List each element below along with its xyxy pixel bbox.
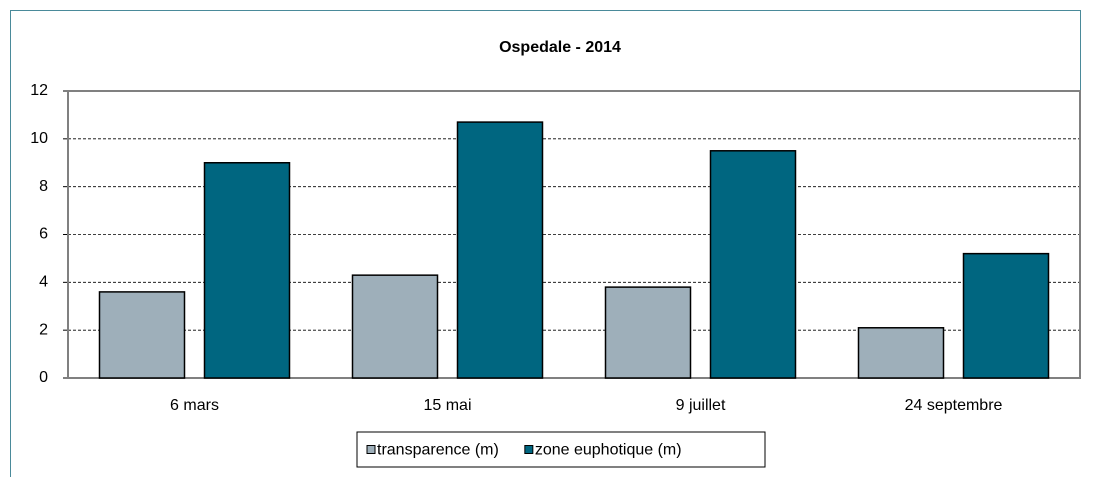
bar xyxy=(857,327,945,379)
x-tick-label: 6 mars xyxy=(170,397,219,414)
legend-label: transparence (m) xyxy=(377,442,499,459)
y-tick-label: 8 xyxy=(39,178,48,195)
chart-title: Ospedale - 2014 xyxy=(499,39,621,56)
bar xyxy=(456,121,544,379)
legend-swatch xyxy=(366,445,376,454)
legend-swatch xyxy=(524,445,534,454)
bar xyxy=(604,286,692,379)
legend-label: zone euphotique (m) xyxy=(535,442,682,459)
chart-frame xyxy=(10,10,1081,477)
y-tick-label: 12 xyxy=(30,82,48,99)
y-tick-label: 0 xyxy=(39,369,48,386)
y-tick-label: 6 xyxy=(39,226,48,243)
bar xyxy=(351,274,439,379)
bar xyxy=(709,150,797,379)
y-tick-label: 2 xyxy=(39,321,48,338)
y-tick-label: 10 xyxy=(30,130,48,147)
x-tick-label: 9 juillet xyxy=(676,397,726,414)
x-tick-label: 15 mai xyxy=(423,397,471,414)
x-tick-label: 24 septembre xyxy=(905,397,1003,414)
bar xyxy=(98,291,186,379)
bar xyxy=(962,252,1050,379)
y-tick-label: 4 xyxy=(39,274,48,291)
bar xyxy=(203,162,291,379)
legend-box xyxy=(356,431,766,468)
plot-border xyxy=(67,90,1081,379)
